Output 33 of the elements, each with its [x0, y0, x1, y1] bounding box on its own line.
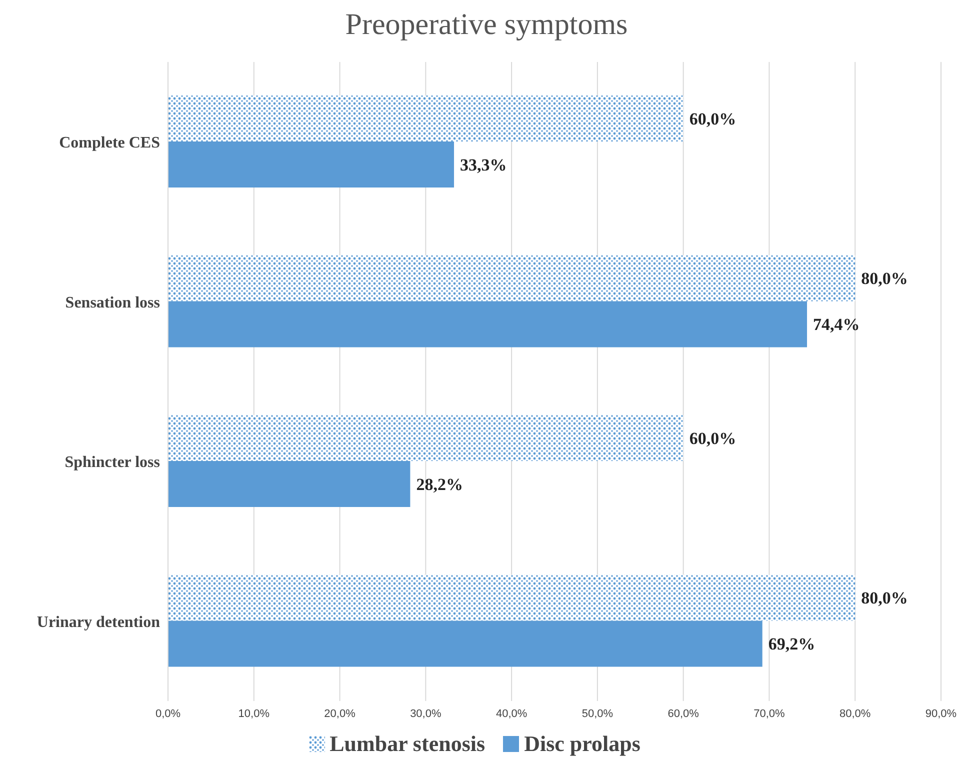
data-label: 69,2% [768, 634, 816, 654]
data-label: 80,0% [861, 588, 908, 608]
x-tick-label: 0,0% [155, 708, 181, 720]
data-label: 80,0% [861, 269, 908, 288]
x-tick-label: 90,0% [925, 708, 957, 720]
legend-label: Disc prolaps [524, 731, 640, 757]
x-tick-label: 40,0% [496, 708, 528, 720]
x-tick-label: 10,0% [238, 708, 270, 720]
bar [168, 96, 684, 142]
data-label: 60,0% [689, 109, 736, 128]
x-tick-label: 80,0% [840, 708, 871, 720]
bar [168, 255, 856, 302]
x-tick-label: 30,0% [410, 708, 442, 720]
x-tick-label: 60,0% [668, 708, 700, 720]
data-label: 60,0% [689, 428, 736, 448]
x-tick-label: 50,0% [582, 708, 614, 720]
legend-label: Lumbar stenosis [330, 731, 486, 757]
y-tick-label: Urinary detention [36, 614, 160, 631]
y-tick-label: Complete CES [59, 134, 160, 152]
y-tick-label: Sphincter loss [64, 454, 160, 472]
data-label: 28,2% [416, 474, 463, 494]
chart-title: Preoperative symptoms [344, 8, 629, 42]
data-label: 74,4% [813, 315, 860, 334]
data-label: 33,3% [460, 155, 507, 174]
bar [168, 574, 856, 621]
bar [168, 142, 454, 188]
x-tick-label: 20,0% [324, 708, 356, 720]
bar [168, 461, 410, 508]
y-tick-label: Sensation loss [65, 294, 160, 312]
bar [168, 415, 684, 462]
bar [168, 301, 808, 348]
bar [168, 620, 762, 667]
x-tick-label: 70,0% [754, 708, 786, 720]
